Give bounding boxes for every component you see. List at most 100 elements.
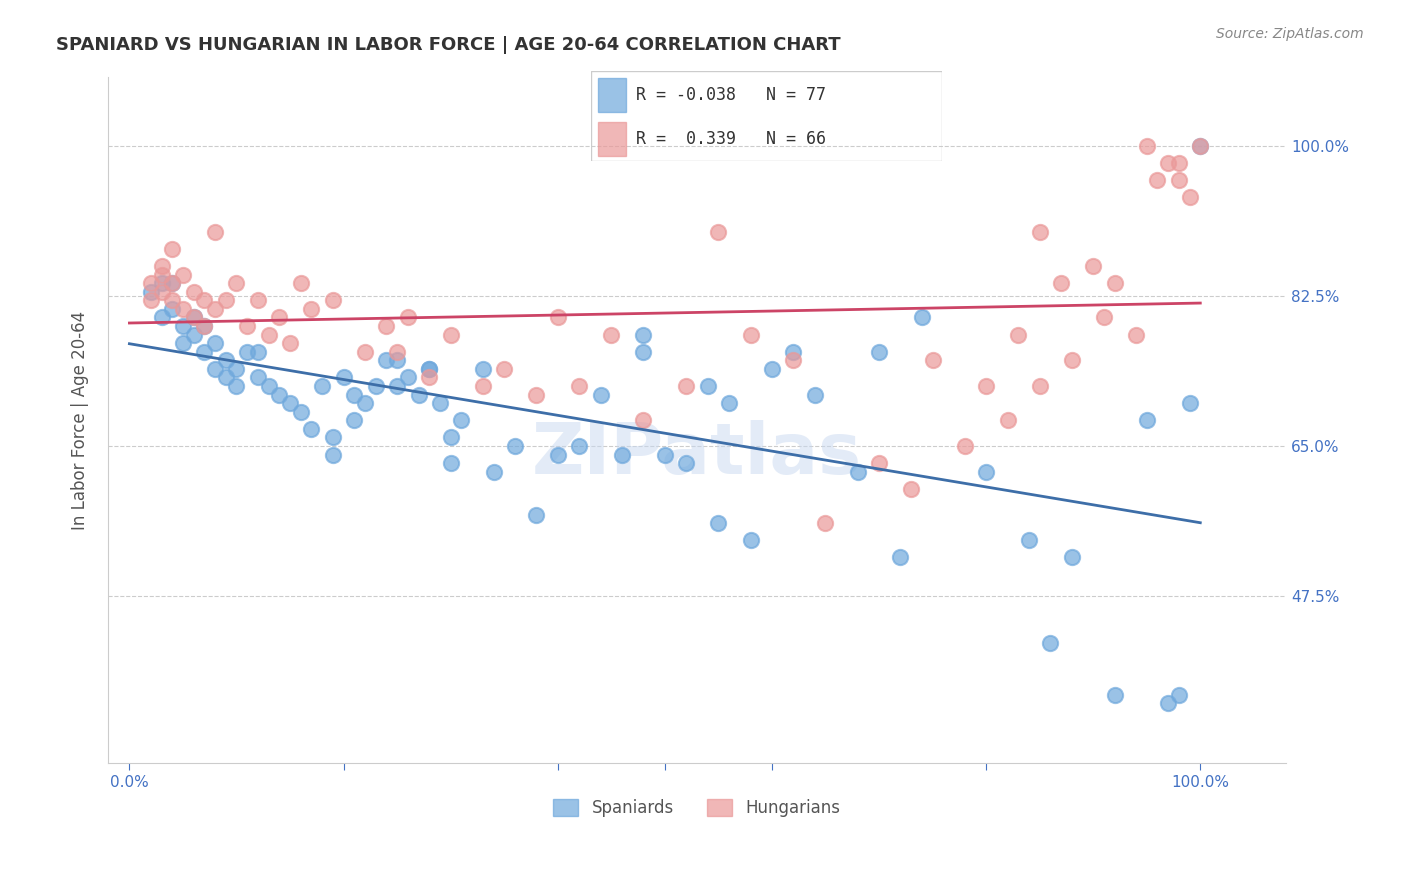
Hungarians — [675, 379, 697, 393]
Spaniards — [471, 362, 494, 376]
Hungarians — [322, 293, 344, 308]
Spaniards — [162, 276, 184, 290]
Spaniards — [911, 310, 934, 325]
Hungarians — [1136, 139, 1159, 153]
Spaniards — [204, 362, 226, 376]
Legend: Spaniards, Hungarians: Spaniards, Hungarians — [547, 792, 848, 823]
Spaniards — [440, 430, 463, 444]
Text: R =  0.339   N = 66: R = 0.339 N = 66 — [636, 130, 827, 148]
Spaniards — [418, 362, 440, 376]
Hungarians — [1028, 225, 1050, 239]
Hungarians — [225, 276, 247, 290]
Spaniards — [408, 387, 430, 401]
Spaniards — [633, 327, 655, 342]
Spaniards — [290, 405, 312, 419]
Bar — [598, 122, 626, 156]
Spaniards — [322, 448, 344, 462]
Text: ZIPatlas: ZIPatlas — [531, 420, 862, 489]
Hungarians — [1146, 173, 1168, 187]
Text: R = -0.038   N = 77: R = -0.038 N = 77 — [636, 86, 827, 103]
Hungarians — [301, 301, 323, 316]
Spaniards — [589, 387, 612, 401]
Hungarians — [172, 301, 194, 316]
Hungarians — [1083, 259, 1105, 273]
Spaniards — [225, 379, 247, 393]
Hungarians — [1092, 310, 1115, 325]
Hungarians — [1125, 327, 1147, 342]
Hungarians — [953, 439, 976, 453]
Spaniards — [375, 353, 398, 368]
Spaniards — [440, 456, 463, 470]
Spaniards — [740, 533, 762, 548]
Hungarians — [633, 413, 655, 427]
Hungarians — [1050, 276, 1073, 290]
Hungarians — [193, 293, 215, 308]
Spaniards — [707, 516, 730, 530]
Spaniards — [1178, 396, 1201, 410]
Hungarians — [139, 276, 162, 290]
Hungarians — [471, 379, 494, 393]
Hungarians — [150, 285, 173, 299]
Spaniards — [418, 362, 440, 376]
Hungarians — [246, 293, 269, 308]
Spaniards — [225, 362, 247, 376]
Hungarians — [1189, 139, 1212, 153]
Spaniards — [482, 465, 505, 479]
Hungarians — [1007, 327, 1029, 342]
Spaniards — [215, 353, 238, 368]
Spaniards — [696, 379, 718, 393]
Hungarians — [375, 318, 398, 333]
Hungarians — [1104, 276, 1126, 290]
Spaniards — [301, 422, 323, 436]
Hungarians — [997, 413, 1019, 427]
Hungarians — [139, 293, 162, 308]
Spaniards — [354, 396, 377, 410]
Hungarians — [150, 268, 173, 282]
Spaniards — [150, 276, 173, 290]
Spaniards — [782, 344, 804, 359]
Spaniards — [332, 370, 354, 384]
Hungarians — [236, 318, 259, 333]
Spaniards — [1136, 413, 1159, 427]
Hungarians — [396, 310, 419, 325]
Spaniards — [343, 387, 366, 401]
Hungarians — [1060, 353, 1083, 368]
Spaniards — [1189, 139, 1212, 153]
Spaniards — [204, 336, 226, 351]
Hungarians — [547, 310, 569, 325]
Spaniards — [675, 456, 697, 470]
Hungarians — [269, 310, 291, 325]
Spaniards — [1060, 550, 1083, 565]
Spaniards — [503, 439, 526, 453]
Spaniards — [396, 370, 419, 384]
Hungarians — [600, 327, 623, 342]
Spaniards — [1018, 533, 1040, 548]
Spaniards — [974, 465, 997, 479]
Hungarians — [162, 242, 184, 256]
Hungarians — [204, 225, 226, 239]
Spaniards — [150, 310, 173, 325]
Spaniards — [803, 387, 825, 401]
Spaniards — [450, 413, 472, 427]
Hungarians — [524, 387, 547, 401]
Spaniards — [610, 448, 633, 462]
Hungarians — [707, 225, 730, 239]
Hungarians — [162, 276, 184, 290]
Hungarians — [1028, 379, 1050, 393]
Spaniards — [654, 448, 676, 462]
Hungarians — [183, 285, 205, 299]
Text: SPANIARD VS HUNGARIAN IN LABOR FORCE | AGE 20-64 CORRELATION CHART: SPANIARD VS HUNGARIAN IN LABOR FORCE | A… — [56, 36, 841, 54]
Spaniards — [162, 301, 184, 316]
Hungarians — [354, 344, 377, 359]
Hungarians — [215, 293, 238, 308]
Hungarians — [257, 327, 280, 342]
Hungarians — [900, 482, 922, 496]
Hungarians — [740, 327, 762, 342]
Spaniards — [364, 379, 387, 393]
Spaniards — [385, 353, 408, 368]
Spaniards — [385, 379, 408, 393]
Hungarians — [814, 516, 837, 530]
Spaniards — [524, 508, 547, 522]
Spaniards — [236, 344, 259, 359]
Y-axis label: In Labor Force | Age 20-64: In Labor Force | Age 20-64 — [72, 310, 89, 530]
